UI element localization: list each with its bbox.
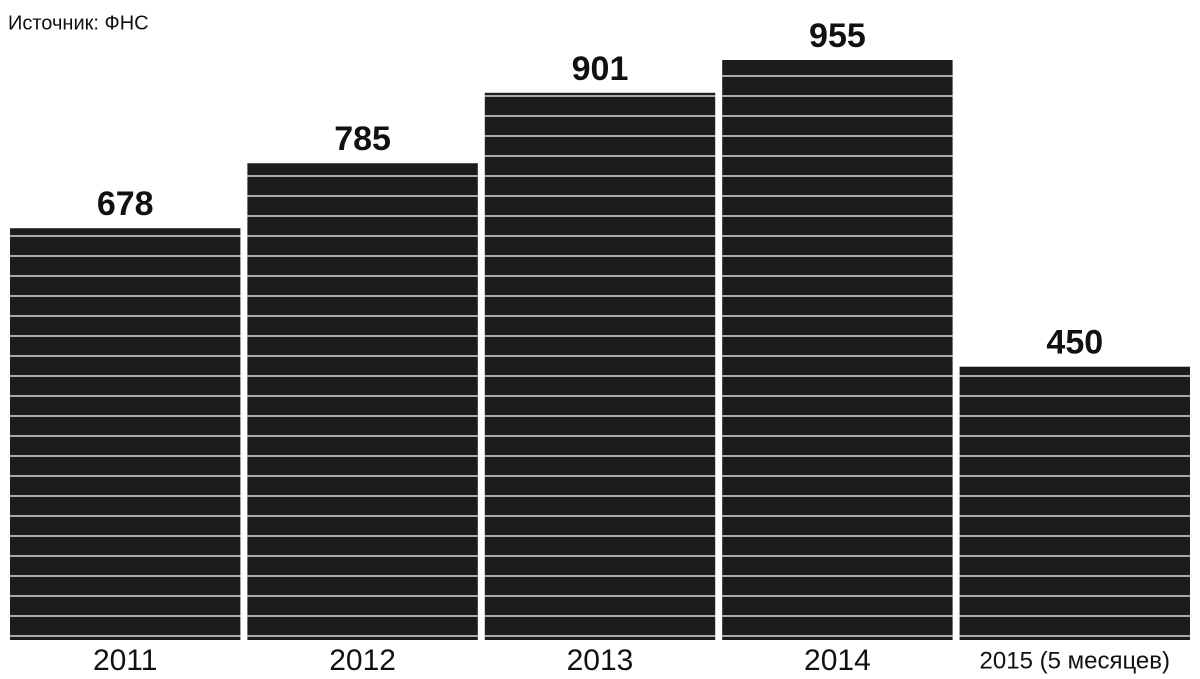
x-tick-label: 2012 [329, 644, 396, 677]
x-tick-label: 2011 [93, 644, 158, 677]
x-tick-label: 2013 [567, 644, 634, 677]
bar-texture [722, 60, 953, 640]
x-tick-label: 2015 (5 месяцев) [980, 647, 1170, 674]
bar-texture [484, 92, 716, 640]
value-label: 785 [334, 120, 391, 158]
bar-texture [247, 163, 478, 640]
value-label: 955 [809, 17, 866, 55]
value-label: 678 [97, 185, 154, 223]
value-label: 450 [1046, 324, 1103, 362]
bar-texture [959, 366, 1190, 640]
bar-texture [10, 228, 241, 641]
chart-subtitle: Источник: ФНС [8, 12, 149, 34]
value-label: 901 [572, 50, 629, 88]
x-tick-label: 2014 [804, 644, 871, 677]
